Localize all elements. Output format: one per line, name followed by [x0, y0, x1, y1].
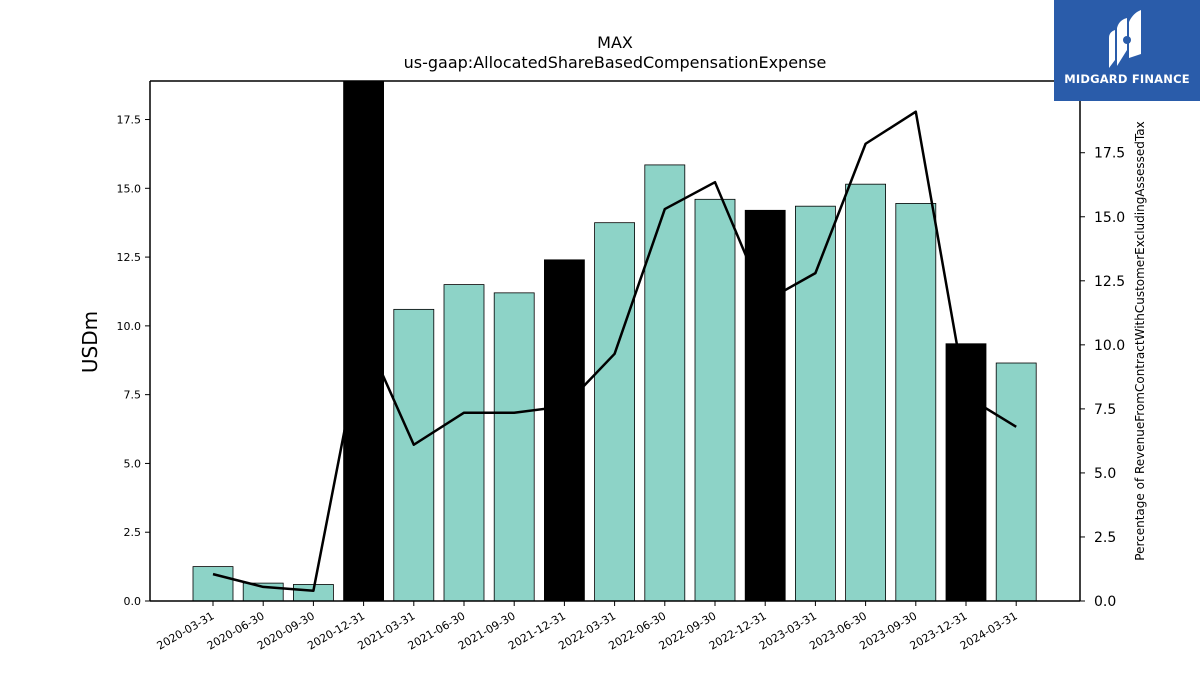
logo-text: MIDGARD FINANCE [1064, 72, 1190, 86]
bar-2021-09-30 [493, 292, 535, 602]
y2-tick-label: 7.5 [1094, 402, 1116, 418]
chart-title: MAX [597, 33, 633, 52]
bar-2023-06-30 [845, 183, 886, 602]
bar-2024-03-31 [995, 362, 1037, 602]
line-layer [212, 110, 1017, 593]
line-series [212, 110, 1017, 593]
logo: MIDGARD FINANCE [1054, 0, 1200, 101]
y2-tick-label: 0.0 [1094, 594, 1116, 610]
bar-2021-03-31 [393, 308, 435, 602]
y2-tick-label: 10.0 [1094, 338, 1125, 354]
bars-layer [192, 80, 1037, 602]
y2-tick-label: 12.5 [1094, 274, 1125, 290]
bar-2020-12-31 [343, 80, 385, 602]
y-tick-label: 10.0 [117, 320, 142, 333]
bar-2022-06-30 [644, 164, 686, 602]
y2-tick-label: 2.5 [1094, 530, 1116, 546]
y2-axis-label: Percentage of RevenueFromContractWithCus… [1133, 121, 1147, 560]
y-tick-label: 5.0 [124, 457, 142, 470]
y-tick-label: 12.5 [117, 251, 142, 264]
bar-2023-03-31 [795, 205, 836, 602]
bar-2022-09-30 [694, 198, 736, 602]
y-tick-label: 0.0 [124, 595, 142, 608]
bar-2022-03-31 [594, 222, 635, 602]
bar-2021-12-31 [544, 259, 585, 602]
bar-2021-06-30 [443, 284, 485, 602]
y2-tick-label: 17.5 [1094, 146, 1125, 162]
x-tick-label: 2024-03-31 [958, 609, 1020, 652]
y2-tick-label: 15.0 [1094, 210, 1125, 226]
bar-2020-03-31 [192, 566, 234, 602]
bar-2023-12-31 [945, 343, 987, 602]
chart-subtitle: us-gaap:AllocatedShareBasedCompensationE… [404, 53, 827, 72]
y-tick-label: 2.5 [124, 526, 142, 539]
y-axis-label: USDm [78, 311, 102, 373]
y-tick-label: 15.0 [117, 182, 142, 195]
y-tick-label: 7.5 [124, 389, 142, 402]
y2-tick-label: 5.0 [1094, 466, 1116, 482]
y-tick-label: 17.5 [117, 114, 142, 127]
bar-2023-09-30 [895, 203, 937, 602]
logo-mark-icon [1109, 10, 1141, 68]
